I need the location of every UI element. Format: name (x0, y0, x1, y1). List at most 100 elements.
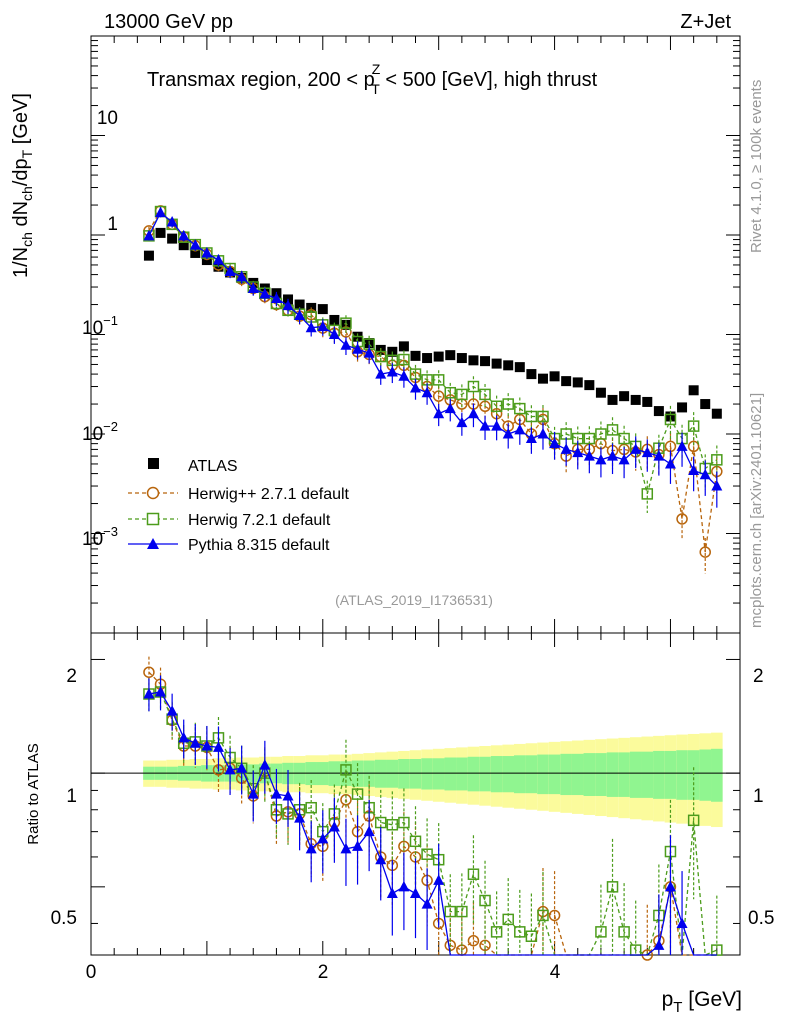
main-point (561, 376, 572, 387)
main-point (618, 453, 630, 465)
main-point (398, 370, 410, 381)
ratio-point (687, 814, 700, 827)
main-point (537, 373, 548, 384)
ratio-point (375, 853, 387, 865)
ratio-point (259, 759, 271, 770)
main-point (201, 246, 213, 258)
main-point (374, 350, 387, 363)
main-point (467, 380, 480, 393)
ratio-point (340, 764, 352, 776)
band-stat-37 (571, 753, 584, 796)
main-series-line-1 (148, 209, 718, 553)
main-point (236, 270, 248, 282)
main-point (410, 381, 421, 393)
band-stat-30 (490, 756, 503, 793)
ratio-point (467, 868, 480, 880)
main-point (317, 304, 328, 315)
y-tick-label-0.1: 10−1 (82, 313, 118, 339)
main-point (583, 432, 596, 445)
main-point (386, 365, 398, 377)
main-point (607, 450, 619, 461)
ratio-tick-label-2-right: 2 (753, 666, 764, 687)
main-point (143, 229, 155, 241)
band-stat-29 (479, 756, 491, 792)
main-point (178, 229, 190, 241)
main-series-line-3 (148, 211, 718, 487)
main-point (711, 408, 722, 419)
ratio-point (711, 944, 723, 956)
ratio-point (270, 788, 282, 799)
ratio-point (421, 848, 433, 860)
ratio-series-line-2 (148, 691, 717, 956)
main-point (595, 428, 607, 440)
main-point (525, 410, 538, 423)
ratio-point (409, 835, 422, 848)
ratio-point (444, 905, 457, 918)
ratio-point (410, 887, 421, 899)
legend-label-herwig7: Herwig 7.2.1 default (188, 512, 331, 529)
main-point (190, 247, 201, 258)
band-stat-40 (606, 752, 619, 797)
chart-title: Transmax region, 200 < pZ T < 500 [GeV], … (147, 61, 598, 97)
main-point (456, 388, 468, 401)
band-stat-34 (537, 754, 549, 795)
ratio-point (421, 898, 433, 909)
ratio-point (247, 788, 259, 799)
main-point (479, 388, 491, 401)
main-point (630, 394, 641, 405)
main-point (618, 432, 630, 445)
ratio-point (178, 731, 190, 743)
x-tick-label-2: 2 (318, 962, 329, 983)
main-series-0 (143, 227, 722, 422)
band-stat-33 (525, 755, 538, 794)
main-point (212, 254, 224, 265)
ratio-point (282, 789, 294, 801)
legend-marker-atlas (148, 458, 159, 469)
main-point (433, 407, 445, 419)
ratio-point (664, 880, 676, 892)
main-point (537, 410, 549, 423)
main-point (305, 321, 317, 333)
legend-marker-pythia (147, 538, 159, 549)
main-point (433, 351, 444, 362)
main-point (653, 406, 664, 417)
main-point (664, 457, 676, 469)
main-point (572, 446, 584, 458)
ratio-point (479, 939, 491, 952)
ratio-point (386, 819, 399, 831)
main-point (432, 374, 445, 386)
band-stat-36 (560, 753, 572, 796)
ratio-point (294, 812, 306, 823)
main-point (178, 240, 189, 251)
x-tick-label-4: 4 (550, 962, 561, 983)
main-point (699, 468, 711, 480)
band-stat-45 (664, 750, 677, 799)
main-point (711, 480, 723, 491)
main-point (410, 350, 421, 361)
main-point (270, 292, 282, 304)
y-tick-label-0.01: 10−2 (82, 419, 118, 445)
main-point (699, 546, 711, 558)
y-tick-label-1: 1 (107, 214, 118, 235)
main-point (445, 350, 456, 361)
main-point (677, 402, 688, 413)
main-point (642, 396, 653, 407)
main-point (606, 424, 619, 436)
main-point (584, 380, 595, 391)
x-axis-title: pT [GeV] (662, 988, 742, 1016)
main-point (166, 216, 178, 227)
ratio-point (490, 926, 503, 938)
ratio-point (352, 840, 364, 851)
main-point (282, 299, 294, 311)
main-point (503, 360, 514, 371)
main-point (514, 423, 526, 435)
main-point (491, 358, 502, 369)
band-stat-21 (386, 759, 399, 788)
ratio-point (653, 939, 665, 950)
ratio-tick-label-2: 2 (66, 666, 77, 687)
ratio-point (363, 825, 375, 837)
main-point (687, 420, 700, 432)
band-stat-42 (629, 751, 642, 798)
main-point (363, 347, 375, 358)
band-stat-26 (444, 757, 457, 791)
